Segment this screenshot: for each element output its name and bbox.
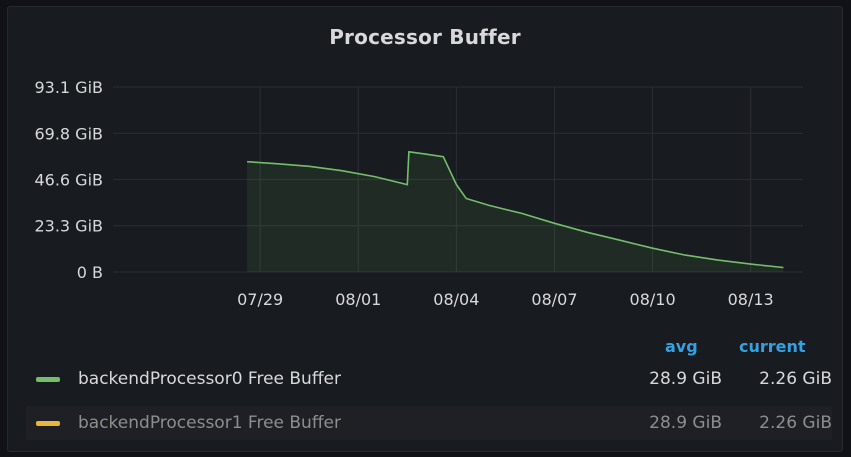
y-tick-label: 69.8 GiB	[34, 124, 103, 143]
series-current-value: 2.26 GiB	[759, 369, 832, 389]
series-color-swatch[interactable]	[36, 420, 60, 426]
x-tick-label: 08/10	[630, 290, 676, 307]
line-chart: 0 B 23.3 GiB 46.6 GiB 69.8 GiB 93.1 GiB 07/2…	[34, 78, 803, 307]
y-tick-label: 93.1 GiB	[34, 78, 103, 97]
x-tick-label: 07/29	[237, 290, 283, 307]
series-avg-value: 28.9 GiB	[649, 369, 722, 389]
series-avg-value: 28.9 GiB	[649, 413, 722, 433]
legend-row-backend-processor-1[interactable]: backendProcessor1 Free Buffer 28.9 GiB 2…	[26, 406, 832, 440]
legend-header-current[interactable]: current	[739, 337, 806, 356]
processor-buffer-panel: Processor Buffer 0 B 23.3 GiB 46.6 GiB 69.8…	[7, 6, 843, 452]
y-tick-label: 23.3 GiB	[34, 217, 103, 236]
series-color-swatch[interactable]	[36, 376, 60, 382]
y-axis-ticks: 0 B 23.3 GiB 46.6 GiB 69.8 GiB 93.1 GiB	[34, 78, 103, 282]
x-tick-label: 08/04	[433, 290, 479, 307]
x-axis-ticks: 07/29 08/01 08/04 08/07 08/10 08/13	[237, 290, 774, 307]
legend-row-backend-processor-0[interactable]: backendProcessor0 Free Buffer 28.9 GiB 2…	[26, 362, 832, 396]
series-name[interactable]: backendProcessor1 Free Buffer	[78, 413, 341, 433]
y-tick-label: 46.6 GiB	[34, 170, 103, 189]
panel-title[interactable]: Processor Buffer	[329, 25, 521, 49]
legend-header-avg[interactable]: avg	[665, 337, 698, 356]
series-layer	[247, 150, 784, 272]
x-tick-label: 08/01	[335, 290, 381, 307]
grid-lines	[113, 86, 803, 273]
y-tick-label: 0 B	[77, 263, 103, 282]
x-tick-label: 08/07	[531, 290, 577, 307]
series-name[interactable]: backendProcessor0 Free Buffer	[78, 369, 341, 389]
x-tick-label: 08/13	[728, 290, 774, 307]
series-line[interactable]	[247, 150, 784, 269]
series-current-value: 2.26 GiB	[759, 413, 832, 433]
